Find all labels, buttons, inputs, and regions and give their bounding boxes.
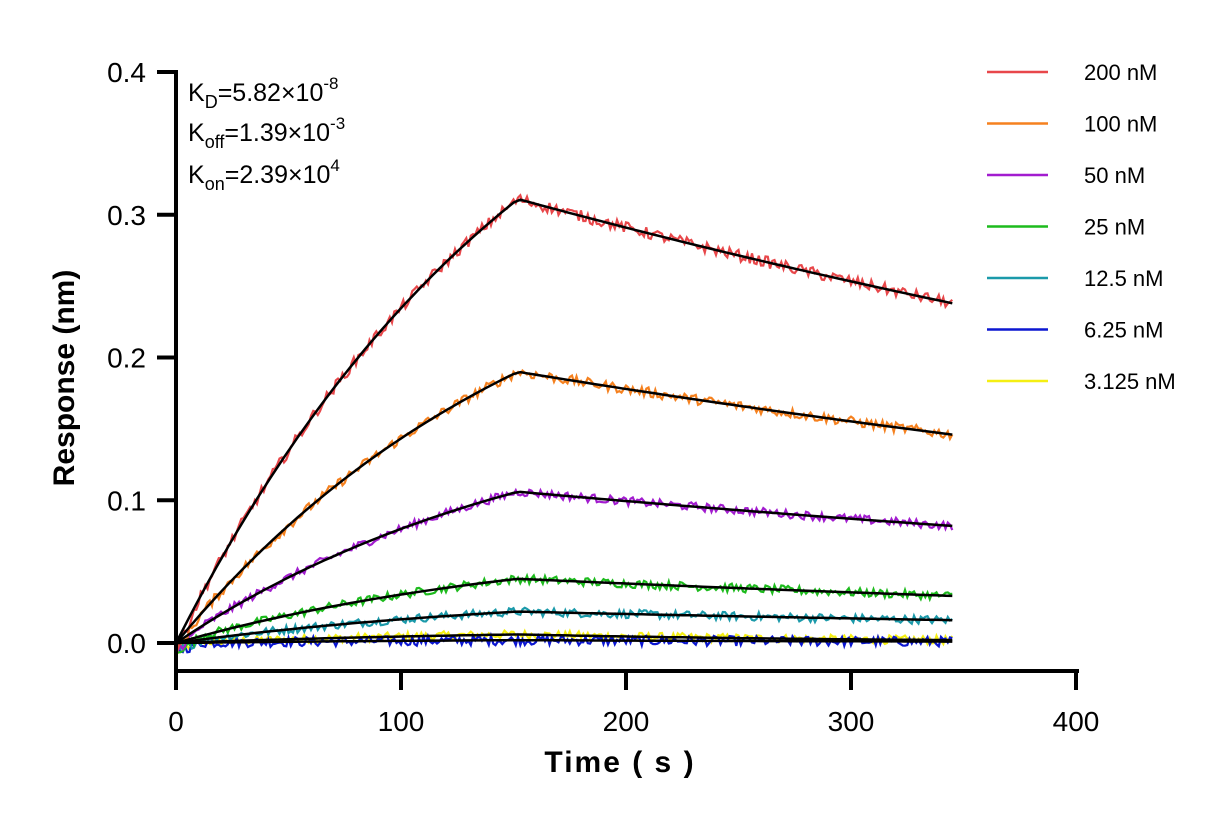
x-tick-label: 200 xyxy=(603,706,650,737)
legend-label-100-nm: 100 nM xyxy=(1084,112,1157,137)
legend-label-3-125-nm: 3.125 nM xyxy=(1084,369,1176,394)
series-traces xyxy=(174,193,954,655)
koff-annotation: Koff=1.39×10-3 xyxy=(188,114,345,152)
y-tick-label: 0.2 xyxy=(107,343,146,374)
fit-12-5-nm xyxy=(175,610,953,645)
x-ticks: 0 100 200 300 400 xyxy=(168,671,1099,737)
fit-3-125-nm xyxy=(175,633,953,645)
y-tick-label: 0.3 xyxy=(107,200,146,231)
kd-annotation: KD=5.82×10-8 xyxy=(188,74,338,112)
x-tick-label: 300 xyxy=(828,706,875,737)
x-axis-title: Time ( s ) xyxy=(544,746,695,779)
y-tick-label: 0.4 xyxy=(107,57,146,88)
legend-label-12-5-nm: 12.5 nM xyxy=(1084,266,1164,291)
fit-curves xyxy=(174,198,953,645)
fit-6-25-nm xyxy=(175,638,953,645)
legend-label-6-25-nm: 6.25 nM xyxy=(1084,318,1164,343)
kon-annotation: Kon=2.39×104 xyxy=(188,156,340,194)
legend-label-200-nm: 200 nM xyxy=(1084,60,1157,85)
y-tick-label: 0.1 xyxy=(107,485,146,516)
x-tick-label: 400 xyxy=(1053,706,1100,737)
y-tick-label: 0.0 xyxy=(107,628,146,659)
legend-label-50-nm: 50 nM xyxy=(1084,163,1145,188)
legend-label-25-nm: 25 nM xyxy=(1084,215,1145,240)
legend: 200 nM 100 nM 50 nM 25 nM 12.5 nM 6.25 nM 3.12… xyxy=(987,60,1176,394)
fit-25-nm xyxy=(175,577,953,645)
y-ticks: 0.0 0.1 0.2 0.3 0.4 xyxy=(107,57,176,659)
kinetics-annotation: KD=5.82×10-8 Koff=1.39×10-3 Kon=2.39×104 xyxy=(188,74,345,194)
trace-100-nm xyxy=(174,368,954,650)
x-tick-label: 100 xyxy=(378,706,425,737)
fit-50-nm xyxy=(175,490,953,645)
y-axis-title: Response (nm) xyxy=(48,270,81,487)
fit-100-nm xyxy=(175,370,953,644)
x-tick-label: 0 xyxy=(168,706,184,737)
fit-200-nm xyxy=(174,198,953,644)
